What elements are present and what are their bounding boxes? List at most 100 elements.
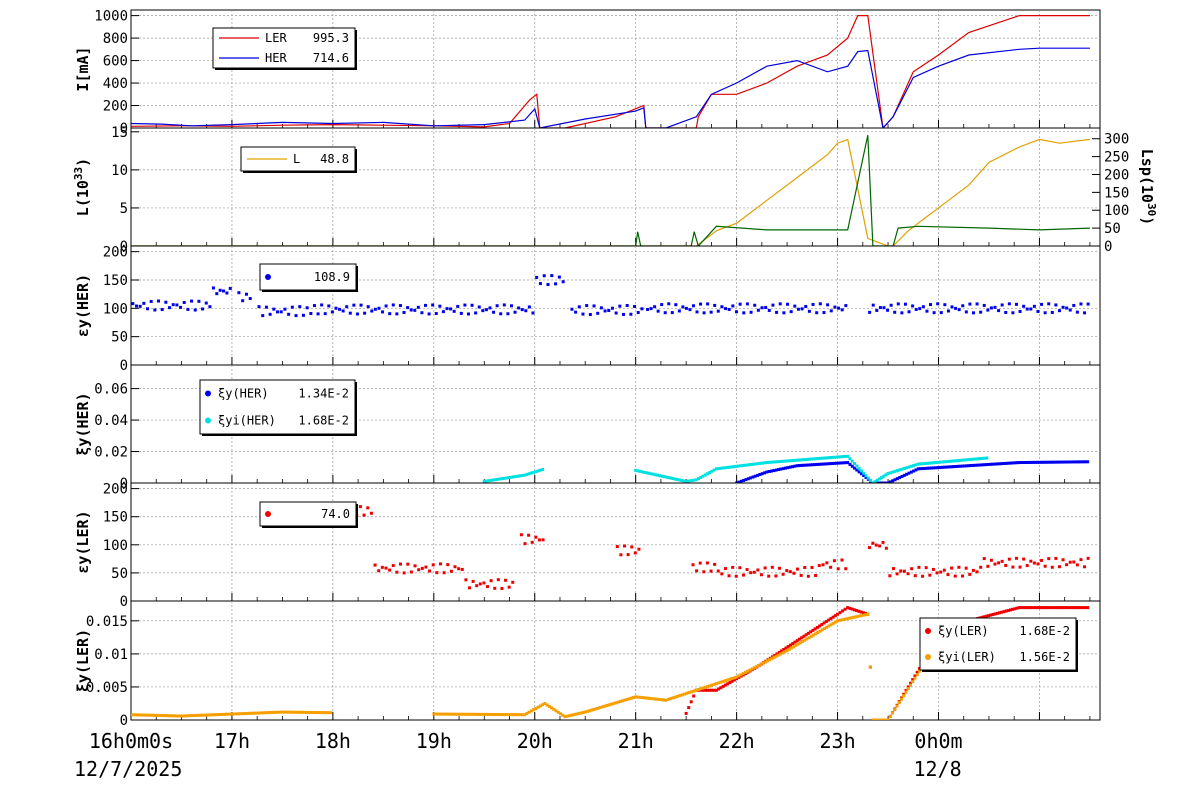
scatter-point (643, 696, 647, 700)
scatter-point (352, 303, 356, 307)
scatter-point (516, 713, 520, 717)
scatter-point (1086, 302, 1090, 306)
scatter-point (538, 468, 542, 472)
scatter-point (795, 639, 799, 643)
scatter-point (938, 460, 942, 464)
scatter-point (507, 713, 511, 717)
scatter-point (1083, 565, 1087, 569)
scatter-point (1025, 307, 1029, 311)
scatter-point (701, 688, 705, 692)
scatter-point (747, 463, 751, 467)
scatter-point (377, 306, 381, 310)
y-tick-label: 15 (111, 125, 128, 141)
scatter-point (967, 464, 971, 468)
scatter-point (985, 456, 989, 460)
scatter-point (760, 306, 764, 310)
scatter-point (499, 312, 503, 316)
scatter-point (452, 309, 456, 313)
scatter-point (859, 614, 863, 618)
series-line-lsp (131, 135, 1090, 246)
scatter-point (160, 714, 164, 718)
scatter-point (237, 712, 241, 716)
scatter-point (862, 474, 866, 478)
scatter-point (815, 311, 819, 315)
scatter-point (536, 705, 540, 709)
scatter-point (514, 475, 518, 479)
scatter-point (603, 704, 607, 708)
scatter-point (828, 456, 832, 460)
scatter-point (290, 305, 294, 309)
scatter-point (1004, 609, 1008, 613)
y-tick-label: 10 (111, 163, 128, 179)
scatter-point (182, 714, 186, 718)
scatter-point (516, 474, 520, 478)
scatter-point (650, 697, 654, 701)
scatter-point (592, 707, 596, 711)
scatter-point (967, 458, 971, 462)
scatter-point (792, 571, 796, 575)
scatter-point (735, 677, 739, 681)
scatter-point (921, 574, 925, 578)
scatter-point (829, 617, 833, 621)
scatter-point (489, 478, 493, 482)
scatter-point (900, 311, 904, 315)
scatter-point (898, 468, 902, 472)
scatter-point (898, 476, 902, 480)
panel-data (333, 505, 1090, 591)
scatter-point (316, 312, 320, 316)
scatter-point (864, 474, 868, 478)
legend-value: 1.34E-2 (298, 387, 349, 401)
scatter-point (523, 473, 527, 477)
scatter-point (804, 305, 808, 309)
scatter-point (774, 654, 778, 658)
scatter-point (825, 561, 829, 565)
scatter-point (756, 308, 760, 312)
panel-data (131, 135, 1090, 246)
scatter-point (1050, 565, 1054, 569)
scatter-point (1056, 606, 1060, 610)
scatter-point (206, 713, 210, 717)
scatter-point (219, 712, 223, 716)
scatter-point (625, 698, 629, 702)
scatter-point (1029, 606, 1033, 610)
scatter-point (932, 461, 936, 465)
scatter-point (1065, 563, 1069, 567)
scatter-point (819, 462, 823, 466)
scatter-point (302, 710, 306, 714)
scatter-point (783, 650, 787, 654)
y2-tick-label: 0 (1104, 239, 1112, 255)
scatter-point (175, 714, 179, 718)
scatter-point (882, 481, 886, 483)
scatter-point (702, 570, 706, 574)
scatter-point (779, 467, 783, 471)
scatter-point (648, 696, 652, 700)
y-axis-title: I[mA] (74, 46, 92, 91)
scatter-point (749, 476, 753, 480)
scatter-point (810, 457, 814, 461)
scatter-point (1086, 606, 1090, 610)
scatter-point (268, 312, 272, 316)
scatter-point (751, 475, 755, 479)
scatter-point (956, 464, 960, 468)
scatter-point (936, 460, 940, 464)
scatter-point (875, 308, 879, 312)
scatter-point (706, 302, 710, 306)
scatter-point (627, 697, 631, 701)
scatter-point (559, 712, 563, 716)
scatter-point (846, 454, 850, 458)
scatter-point (984, 463, 988, 467)
scatter-point (857, 466, 861, 470)
scatter-point (917, 565, 921, 569)
scatter-point (369, 511, 373, 515)
scatter-point (936, 466, 940, 470)
scatter-point (713, 562, 717, 566)
scatter-point (989, 613, 993, 617)
scatter-point (300, 710, 304, 714)
y-tick-label: 100 (103, 538, 128, 554)
scatter-point (925, 466, 929, 470)
scatter-point (793, 640, 797, 644)
scatter-point (831, 621, 835, 625)
scatter-point (918, 307, 922, 311)
scatter-point (792, 458, 796, 462)
scatter-point (272, 710, 276, 714)
